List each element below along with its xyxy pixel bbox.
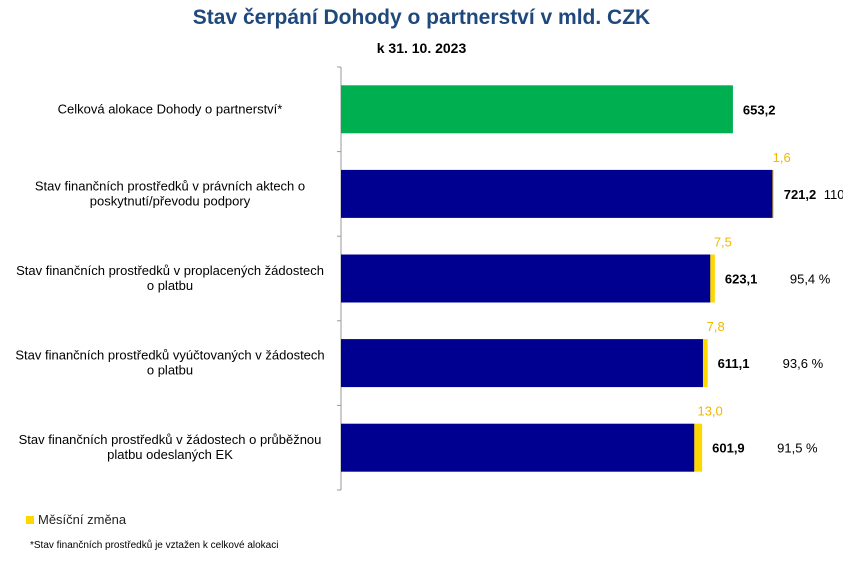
bar-funds	[341, 254, 711, 303]
chart-subtitle: k 31. 10. 2023	[376, 40, 467, 56]
category-label: Stav finančních prostředků v žádostech o…	[19, 432, 322, 462]
legend: Měsíční změna	[26, 512, 126, 527]
change-label: 7,8	[707, 319, 725, 334]
change-label: 13,0	[697, 404, 722, 419]
value-label: 601,9	[712, 441, 745, 456]
value-label: 611,1	[718, 356, 750, 371]
value-label: 721,2	[784, 187, 817, 202]
change-label: 7,5	[714, 235, 732, 250]
value-label: 623,1	[725, 272, 758, 287]
category-label: Stav finančních prostředků v právních ak…	[35, 178, 305, 208]
category-label: Stav finančních prostředků vyúčtovaných …	[15, 348, 324, 378]
bar-monthly-change	[772, 169, 774, 218]
category-label: Stav finančních prostředků v proplacenýc…	[16, 263, 324, 293]
bar-monthly-change	[694, 423, 703, 472]
bar-funds	[341, 169, 773, 218]
legend-label: Měsíční změna	[38, 512, 127, 527]
legend-swatch-monthly-change	[26, 515, 34, 524]
chart-title: Stav čerpání Dohody o partnerství v mld.…	[192, 6, 651, 29]
footnote: *Stav finančních prostředků je vztažen k…	[30, 540, 279, 551]
percent-label: 95,4 %	[790, 272, 831, 287]
bar-funds	[341, 423, 695, 472]
category-label: Celková alokace Dohody o partnerství*	[58, 101, 283, 116]
percent-label: 110,4 %	[824, 187, 843, 202]
percent-label: 93,6 %	[783, 356, 824, 371]
value-label: 653,2	[743, 102, 776, 117]
percent-label: 91,5 %	[777, 441, 818, 456]
bar-monthly-change	[710, 254, 715, 303]
change-label: 1,6	[773, 150, 791, 165]
bar-funds	[341, 339, 703, 388]
bar-allocation	[341, 85, 733, 134]
bar-monthly-change	[702, 339, 708, 388]
